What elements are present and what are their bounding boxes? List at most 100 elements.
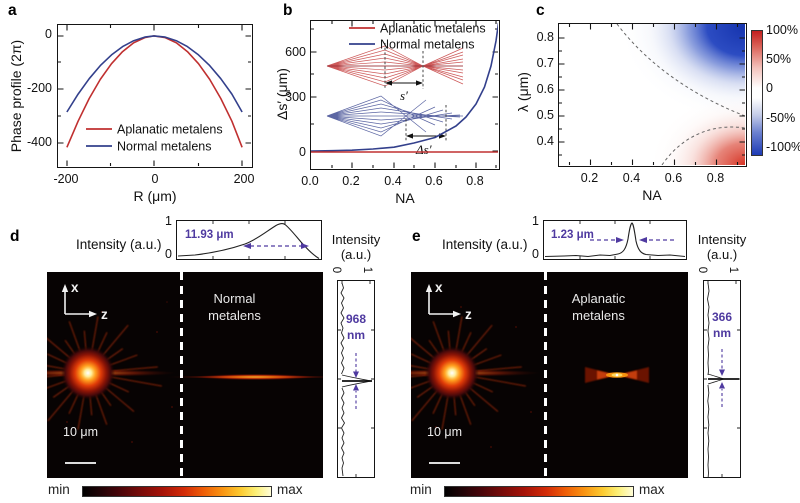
panel-b-inset-aplanatic-rays: s′: [326, 43, 464, 103]
colorbar-tick: 100%: [766, 23, 798, 37]
panel-a-xtick: 0: [151, 172, 159, 186]
xz-axes: [425, 284, 461, 318]
panel-b-label: b: [283, 2, 293, 19]
panel-c-xtick: 0.2: [580, 171, 599, 185]
panel-c-ytick: 0.6: [536, 82, 554, 96]
panel-d-profile-ymin: 0: [165, 247, 172, 261]
side-title-line2: (a.u.): [706, 247, 738, 262]
panel-a-ticks: [58, 25, 251, 166]
panel-e-side-max: 1: [727, 266, 740, 274]
panel-e-scalebar-label: 10 μm: [427, 425, 462, 439]
panel-b-xtick: 0.2: [342, 174, 360, 188]
panel-c-ytick: 0.4: [536, 134, 554, 148]
lateral-trace-upper: [707, 282, 710, 376]
panel-b-xtick: 0.4: [384, 174, 402, 188]
panel-b-ytick: 300: [285, 90, 306, 104]
legend-label-aplanatic: Aplanatic metalens: [380, 22, 486, 36]
panel-e-side-title: Intensity (a.u.): [690, 232, 754, 262]
lateral-trace-upper: [340, 282, 345, 375]
panel-e-image-label: Aplanatic metalens: [546, 290, 651, 324]
panel-e-profile-ymin: 0: [532, 247, 539, 261]
side-title-line1: Intensity: [697, 232, 747, 247]
image-divider-dashed-line: [544, 272, 547, 478]
panel-d-image-label: Normal metalens: [187, 290, 282, 324]
panel-a-label: a: [8, 2, 17, 19]
axis-z-label: z: [465, 307, 472, 322]
panel-c-xtick: 0.8: [706, 171, 725, 185]
axial-streak-tail: [165, 375, 323, 379]
side-title-line2: (a.u.): [340, 247, 372, 262]
panel-d-profile-title: Intensity (a.u.): [76, 237, 162, 252]
panel-c-xtick: 0.4: [622, 171, 641, 185]
panel-d-image: x z Normal metalens 10 μm: [47, 272, 323, 478]
panel-b-ytick: 600: [285, 45, 306, 59]
panel-a-ytick: -400: [26, 135, 52, 149]
panel-d-side-max: 1: [361, 266, 374, 274]
panel-e-cbar-min: min: [410, 482, 432, 497]
panel-e-image-svg: x z: [411, 280, 649, 448]
panel-d-lateral-fwhm-unit: nm: [347, 328, 365, 342]
panel-a-ytick: -200: [26, 81, 52, 95]
panel-e-image: x z Aplanatic metalens 10 μm: [411, 272, 688, 478]
panel-e-side-min: 0: [696, 266, 709, 274]
lateral-fwhm-arrows: [353, 353, 359, 409]
side-title-line1: Intensity: [331, 232, 381, 247]
legend-label-normal: Normal metalens: [117, 140, 211, 154]
lateral-fwhm-arrows: [719, 349, 725, 407]
panel-e-lateral-profile: 366 nm: [703, 280, 741, 478]
panel-c-ytick: 0.8: [536, 30, 554, 44]
heatmap-red-region: [559, 24, 745, 165]
panel-e-lateral-fwhm-value: 366: [712, 310, 732, 324]
panel-c-ticks: [559, 24, 745, 165]
image-label-line2: metalens: [208, 308, 261, 323]
axial-intensity-curve: [177, 223, 320, 259]
panel-a-xtick: -200: [53, 172, 79, 186]
panel-e-colorbar: [444, 486, 634, 497]
panel-d-side-min: 0: [330, 266, 343, 274]
panel-e-axial-profile-svg: [544, 221, 686, 259]
panel-e-label: e: [412, 228, 421, 245]
panel-b-legend: Aplanatic metalens Normal metalens: [349, 22, 486, 52]
focal-starburst: [411, 315, 540, 431]
aplanatic-focal-spot: [585, 367, 649, 383]
panel-d-cbar-min: min: [48, 482, 70, 497]
panel-a-plot: Aplanatic metalens Normal metalens: [57, 24, 253, 168]
inset-s-prime-label: s′: [400, 88, 408, 103]
panel-c-ytick: 0.7: [536, 56, 554, 70]
fwhm-arrows: [590, 237, 674, 243]
panel-a-xlabel: R (μm): [133, 188, 177, 204]
panel-e-axial-profile: 1.23 μm: [543, 220, 687, 260]
panel-d-profile-ymax: 1: [165, 214, 172, 228]
colorbar-tick: 0: [766, 81, 773, 95]
panel-e-cbar-max: max: [639, 482, 665, 497]
panel-d-axial-profile-svg: [177, 221, 320, 259]
image-label-line2: metalens: [572, 308, 625, 323]
panel-d-side-title: Intensity (a.u.): [324, 232, 388, 262]
panel-e-scalebar: [429, 462, 460, 464]
panel-c-ytick: 0.5: [536, 108, 554, 122]
panel-a-plot-svg: Aplanatic metalens Normal metalens: [58, 25, 251, 166]
panel-e-axial-fwhm: 1.23 μm: [551, 229, 594, 241]
panel-b-curve-normal: [311, 22, 498, 152]
profile-ticks: [579, 221, 651, 259]
heatmap-contour-lower: [661, 126, 745, 165]
side-ticks: [338, 281, 374, 477]
panel-a-legend: Aplanatic metalens Normal metalens: [86, 123, 223, 154]
panel-d-colorbar: [82, 486, 272, 497]
axis-z-label: z: [101, 307, 108, 322]
panel-e-profile-ymax: 1: [532, 214, 539, 228]
colorbar-tick: -100%: [766, 140, 800, 154]
axis-x-label: x: [71, 280, 79, 295]
panel-b-plot: s′ Δs′ Aplanatic metalens Normal metalen…: [310, 20, 500, 170]
speckles: [66, 301, 173, 443]
panel-b-ticks: [311, 21, 498, 168]
panel-d-image-svg: x z: [47, 280, 323, 443]
panel-b-plot-svg: s′ Δs′ Aplanatic metalens Normal metalen…: [311, 21, 498, 168]
panel-d-lateral-profile-svg: 968 nm: [338, 281, 374, 477]
axial-intensity-curve: [544, 222, 686, 258]
colorbar-tick: -50%: [766, 111, 796, 125]
panel-d-lateral-profile: 968 nm: [337, 280, 375, 478]
panel-d-lateral-fwhm-value: 968: [346, 312, 366, 326]
image-label-line1: Aplanatic: [571, 291, 626, 306]
